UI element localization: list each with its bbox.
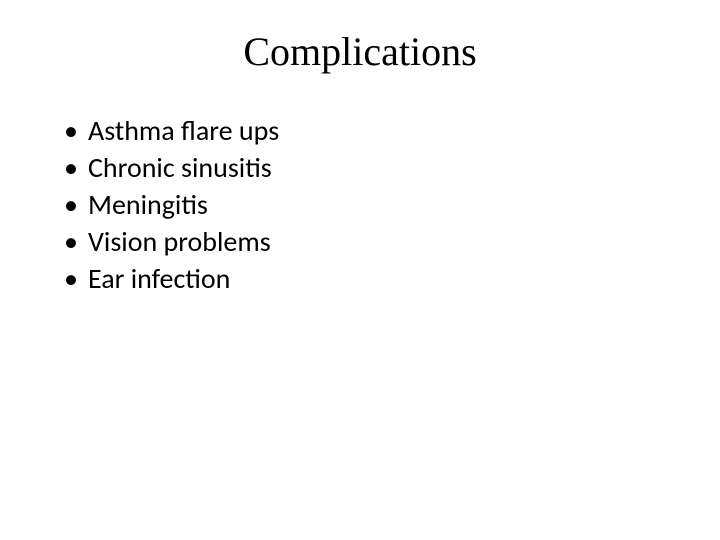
bullet-list: • Asthma flare ups • Chronic sinusitis •… (50, 113, 670, 296)
bullet-text: Ear infection (88, 261, 670, 296)
list-item: • Asthma flare ups (60, 113, 670, 148)
bullet-text: Chronic sinusitis (88, 150, 670, 185)
list-item: • Ear infection (60, 261, 670, 296)
bullet-icon: • (60, 261, 88, 296)
list-item: • Chronic sinusitis (60, 150, 670, 185)
bullet-icon: • (60, 150, 88, 185)
list-item: • Vision problems (60, 224, 670, 259)
slide-container: Complications • Asthma flare ups • Chron… (0, 0, 720, 540)
bullet-text: Vision problems (88, 224, 670, 259)
slide-title: Complications (50, 28, 670, 75)
bullet-text: Meningitis (88, 187, 670, 222)
bullet-icon: • (60, 113, 88, 148)
bullet-icon: • (60, 187, 88, 222)
bullet-text: Asthma flare ups (88, 113, 670, 148)
bullet-icon: • (60, 224, 88, 259)
list-item: • Meningitis (60, 187, 670, 222)
